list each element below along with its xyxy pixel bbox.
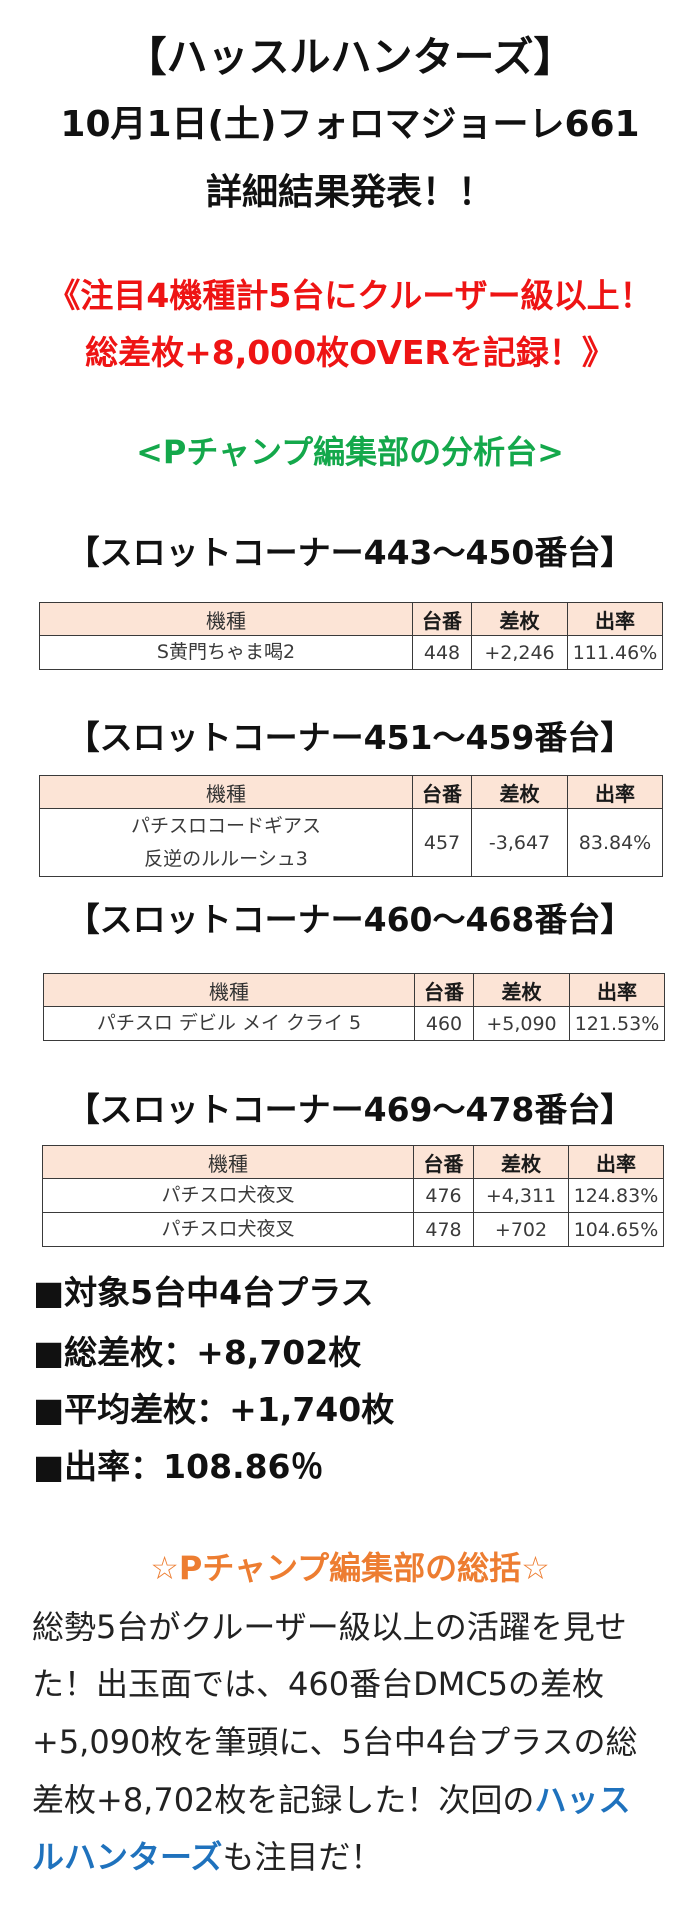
col-header-machine: 機種	[43, 973, 415, 1007]
highlight-line-2: 総差枚+8,000枚OVERを記録！》	[85, 333, 615, 372]
section-heading-469-478: 【スロットコーナー469～478番台】	[66, 1090, 634, 1129]
table-row: S黄門ちゃま喝2 448 +2,246 111.46%	[39, 635, 663, 670]
col-header-diff: 差枚	[471, 602, 568, 636]
col-header-machine: 機種	[42, 1145, 414, 1179]
cell-machine: S黄門ちゃま喝2	[39, 635, 413, 670]
results-table-443-450: 機種 台番 差枚 出率 S黄門ちゃま喝2 448 +2,246 111.46%	[39, 602, 663, 670]
analysis-label: <Pチャンプ編集部の分析台>	[136, 433, 564, 471]
cell-diff: +702	[473, 1212, 569, 1247]
cell-rate: 111.46%	[567, 635, 663, 670]
cell-diff: +2,246	[471, 635, 568, 670]
col-header-rate: 出率	[567, 602, 663, 636]
cell-number: 457	[412, 808, 472, 877]
comment-text: 差枚+8,702枚を記録した！次回の	[32, 1781, 535, 1819]
results-announcement: 詳細結果発表！！	[205, 172, 494, 213]
section-heading-443-450: 【スロットコーナー443～450番台】	[66, 533, 634, 572]
cell-rate: 104.65%	[568, 1212, 664, 1247]
emphasis-store-name: ハッス	[534, 1781, 631, 1819]
col-header-rate: 出率	[567, 775, 663, 809]
table-row: パチスロ犬夜叉 478 +702 104.65%	[42, 1212, 664, 1247]
col-header-number: 台番	[413, 1145, 474, 1179]
comment-text: +5,090枚を筆頭に、5台中4台プラスの総	[32, 1723, 638, 1761]
cell-diff: +4,311	[473, 1178, 569, 1213]
table-header-row: 機種 台番 差枚 出率	[42, 1145, 664, 1179]
col-header-machine: 機種	[39, 602, 413, 636]
emphasis-store-name: ルハンターズ	[32, 1838, 223, 1876]
table-row: パチスロコードギアス 反逆のルルーシュ3 457 -3,647 83.84%	[39, 808, 663, 877]
cell-diff: +5,090	[473, 1006, 570, 1041]
comment-line: +5,090枚を筆頭に、5台中4台プラスの総	[32, 1720, 638, 1764]
comment-text: も注目だ！	[222, 1838, 383, 1876]
machine-name: パチスロ犬夜叉	[161, 1184, 295, 1206]
machine-name-line-2: 反逆のルルーシュ3	[144, 847, 308, 870]
col-header-rate: 出率	[568, 1145, 664, 1179]
summary-average-diff: ■平均差枚：+1,740枚	[33, 1390, 395, 1429]
table-header-row: 機種 台番 差枚 出率	[39, 775, 663, 809]
summary-total-diff: ■総差枚：+8,702枚	[33, 1333, 362, 1372]
table-row: パチスロ犬夜叉 476 +4,311 124.83%	[42, 1178, 664, 1213]
col-header-number: 台番	[414, 973, 474, 1007]
machine-name: S黄門ちゃま喝2	[156, 641, 296, 663]
highlight-line-1: 《注目4機種計5台にクルーザー級以上！	[47, 276, 653, 315]
col-header-diff: 差枚	[471, 775, 568, 809]
machine-name: パチスロ犬夜叉	[161, 1218, 295, 1240]
col-header-rate: 出率	[569, 973, 665, 1007]
page-title: 【ハッスルハンターズ】	[125, 33, 575, 81]
results-table-460-468: 機種 台番 差枚 出率 パチスロ デビル メイ クライ 5 460 +5,090…	[43, 973, 665, 1041]
cell-number: 478	[413, 1212, 474, 1247]
col-header-diff: 差枚	[473, 1145, 569, 1179]
table-row: パチスロ デビル メイ クライ 5 460 +5,090 121.53%	[43, 1006, 665, 1041]
col-header-machine: 機種	[39, 775, 413, 809]
comment-heading: ☆Pチャンプ編集部の総括☆	[150, 1549, 550, 1587]
table-header-row: 機種 台番 差枚 出率	[43, 973, 665, 1007]
cell-rate: 83.84%	[567, 808, 663, 877]
comment-line: ルハンターズも注目だ！	[32, 1835, 382, 1879]
machine-name-line-1: パチスロコードギアス	[130, 814, 321, 837]
cell-rate: 121.53%	[569, 1006, 665, 1041]
comment-text: 総勢5台がクルーザー級以上の活躍を見せ	[32, 1608, 627, 1646]
comment-line: 差枚+8,702枚を記録した！次回のハッス	[32, 1778, 630, 1822]
cell-number: 448	[412, 635, 472, 670]
table-header-row: 機種 台番 差枚 出率	[39, 602, 663, 636]
cell-machine: パチスロ デビル メイ クライ 5	[43, 1006, 415, 1041]
cell-rate: 124.83%	[568, 1178, 664, 1213]
col-header-diff: 差枚	[473, 973, 570, 1007]
col-header-number: 台番	[412, 602, 472, 636]
cell-number: 476	[413, 1178, 474, 1213]
cell-machine: パチスロ犬夜叉	[42, 1178, 414, 1213]
comment-text: た！出玉面では、460番台DMC5の差枚	[32, 1665, 605, 1703]
cell-number: 460	[414, 1006, 474, 1041]
comment-line: 総勢5台がクルーザー級以上の活躍を見せ	[32, 1605, 627, 1649]
section-heading-460-468: 【スロットコーナー460～468番台】	[66, 900, 634, 939]
machine-name: パチスロ デビル メイ クライ 5	[96, 1012, 362, 1034]
summary-payout-rate: ■出率：108.86％	[33, 1447, 324, 1486]
summary-plus-count: ■対象5台中4台プラス	[33, 1273, 374, 1312]
section-heading-451-459: 【スロットコーナー451～459番台】	[66, 718, 634, 757]
col-header-number: 台番	[412, 775, 472, 809]
cell-machine: パチスロ犬夜叉	[42, 1212, 414, 1247]
results-table-469-478: 機種 台番 差枚 出率 パチスロ犬夜叉 476 +4,311 124.83% パ…	[42, 1145, 664, 1247]
cell-machine: パチスロコードギアス 反逆のルルーシュ3	[39, 808, 413, 877]
event-date-store: 10月1日(土)フォロマジョーレ661	[60, 104, 640, 145]
comment-line: た！出玉面では、460番台DMC5の差枚	[32, 1662, 604, 1706]
cell-diff: -3,647	[471, 808, 568, 877]
results-table-451-459: 機種 台番 差枚 出率 パチスロコードギアス 反逆のルルーシュ3 457 -3,…	[39, 775, 663, 877]
